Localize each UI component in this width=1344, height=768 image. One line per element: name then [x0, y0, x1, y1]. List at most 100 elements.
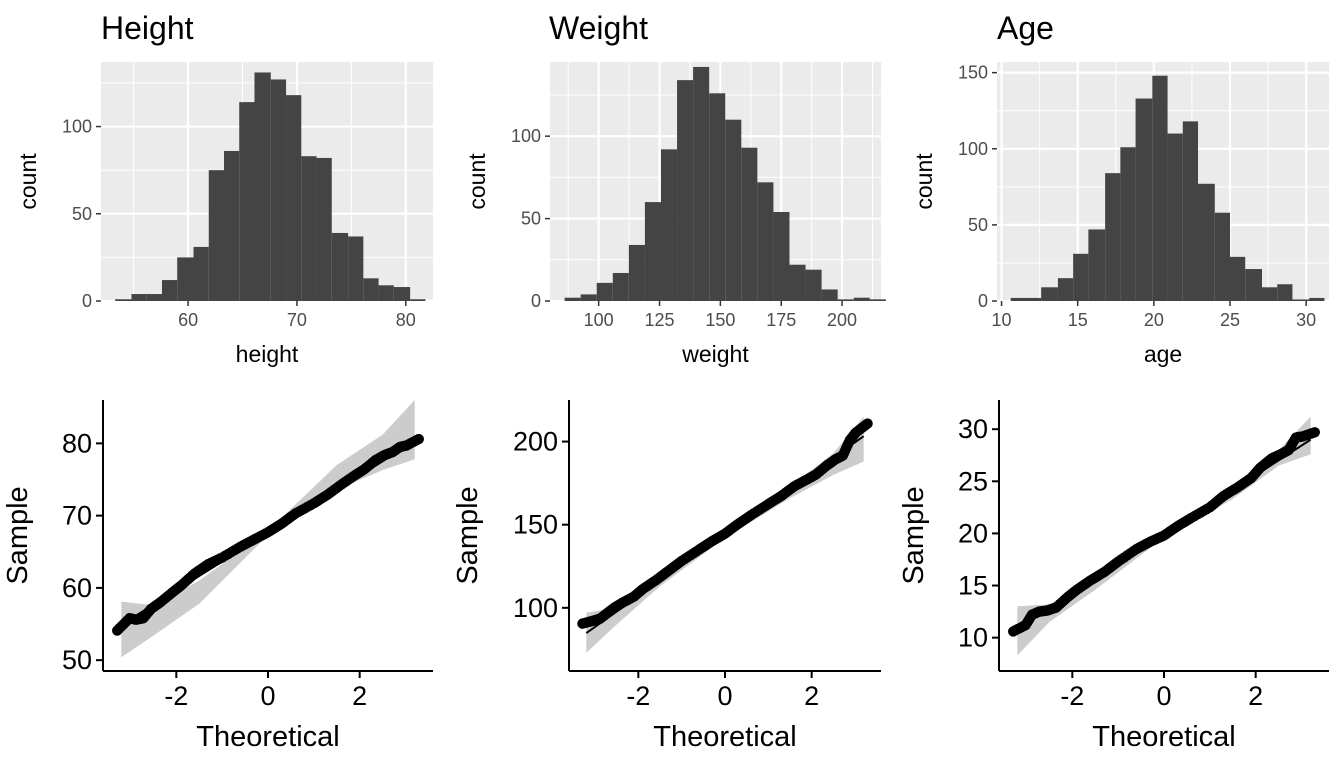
height-histogram-panel: Height 60 70 80 0 50 100 height count — [15, 10, 433, 367]
age-histogram-bar — [1135, 98, 1153, 301]
age-y-tick-label: 100 — [958, 139, 988, 159]
height-histogram-title: Height — [101, 10, 194, 46]
height-qq-y-tick-label: 50 — [62, 645, 92, 675]
weight-histogram-bar — [789, 264, 806, 301]
age-histogram-panel: Age 10 15 20 25 30 0 50 100 150 age count — [911, 10, 1329, 367]
weight-x-tick-label: 175 — [766, 310, 796, 330]
weight-histogram-bar — [677, 80, 694, 301]
height-qq-point — [411, 434, 422, 446]
age-histogram-bar — [1214, 212, 1231, 301]
age-histogram-bar — [1198, 183, 1215, 301]
weight-x-tick-label: 150 — [705, 310, 735, 330]
height-histogram-bar — [378, 285, 394, 301]
weight-histogram-bar — [869, 299, 886, 301]
height-histogram-bar — [393, 287, 411, 301]
age-histogram-title: Age — [997, 10, 1054, 46]
age-y-tick-label: 150 — [958, 63, 988, 83]
height-x-tick-label: 80 — [396, 310, 416, 330]
height-histogram-bar — [131, 294, 147, 301]
age-x-tick-label: 20 — [1144, 310, 1164, 330]
age-histogram-bar — [1167, 133, 1183, 301]
weight-histogram-bar — [773, 211, 790, 301]
weight-x-axis-label: weight — [681, 341, 749, 367]
age-histogram-bar — [1120, 147, 1136, 301]
weight-histogram-bar — [644, 202, 661, 301]
age-histogram-bar — [1230, 256, 1246, 301]
height-qq-x-tick-label: 0 — [260, 681, 275, 711]
height-histogram-bar — [301, 156, 317, 301]
weight-x-tick-label: 200 — [827, 310, 857, 330]
age-histogram-bar — [1025, 297, 1042, 301]
weight-x-tick-label: 125 — [644, 310, 674, 330]
age-qq-x-tick-label: -2 — [1060, 681, 1084, 711]
height-qq-x-tick-label: -2 — [164, 681, 188, 711]
height-histogram-bar — [270, 79, 287, 302]
height-histogram-bar — [286, 95, 302, 301]
weight-histogram-bar — [628, 244, 645, 301]
age-histogram-bar — [1073, 253, 1089, 301]
weight-qq-x-tick-label: 2 — [804, 681, 819, 711]
weight-histogram-bar — [580, 294, 597, 301]
height-y-tick-label: 50 — [72, 204, 92, 224]
weight-qq-x-tick-label: -2 — [626, 681, 650, 711]
height-y-axis-label: count — [15, 153, 41, 210]
weight-qq-panel: -2 0 2 100 150 200 Theoretical Sample — [452, 400, 881, 753]
age-y-tick-label: 50 — [968, 215, 988, 235]
age-x-tick-label: 15 — [1068, 310, 1088, 330]
age-histogram-bar — [1245, 269, 1262, 301]
age-x-tick-label: 25 — [1220, 310, 1240, 330]
age-qq-y-tick-label: 10 — [958, 623, 988, 653]
age-x-axis-label: age — [1144, 341, 1182, 367]
weight-histogram-bar — [564, 297, 581, 301]
weight-y-tick-label: 0 — [531, 291, 541, 311]
height-histogram-bar — [254, 72, 271, 301]
height-histogram-bar — [115, 299, 132, 301]
height-histogram-bar — [239, 102, 255, 301]
age-qq-point — [1307, 427, 1318, 439]
weight-x-tick-label: 100 — [584, 310, 614, 330]
age-qq-y-tick-label: 15 — [958, 571, 988, 601]
weight-qq-x-tick-label: 0 — [717, 681, 732, 711]
weight-histogram-bar — [660, 149, 678, 301]
age-histogram-bar — [1309, 297, 1325, 301]
height-histogram-bar — [410, 299, 426, 301]
age-histogram-bar — [1182, 121, 1199, 302]
weight-histogram-bar — [805, 269, 822, 301]
weight-histogram-bar — [709, 93, 726, 302]
age-histogram-bar — [1088, 229, 1106, 301]
age-histogram-bar — [1041, 287, 1058, 301]
weight-qq-y-axis-label: Sample — [452, 486, 484, 584]
weight-qq-point — [860, 419, 871, 431]
weight-y-tick-label: 100 — [511, 126, 541, 146]
height-qq-x-axis-label: Theoretical — [196, 721, 339, 753]
age-qq-x-tick-label: 2 — [1248, 681, 1263, 711]
height-qq-y-tick-label: 80 — [62, 428, 92, 458]
weight-histogram-bar — [821, 289, 838, 301]
weight-qq-y-tick-label: 200 — [513, 427, 558, 457]
age-qq-y-tick-label: 30 — [958, 414, 988, 444]
height-x-tick-label: 70 — [287, 310, 307, 330]
weight-histogram-bar — [757, 182, 774, 301]
weight-y-tick-label: 50 — [521, 209, 541, 229]
age-qq-x-axis-label: Theoretical — [1092, 721, 1235, 753]
height-qq-y-tick-label: 60 — [62, 573, 92, 603]
height-histogram-bar — [161, 280, 178, 301]
height-histogram-bar — [348, 236, 364, 301]
height-histogram-bar — [208, 170, 225, 301]
height-histogram-bar — [193, 246, 209, 301]
weight-histogram-title: Weight — [549, 10, 648, 46]
weight-qq-y-tick-label: 150 — [513, 510, 558, 540]
weight-histogram-bar — [837, 299, 854, 301]
weight-histogram-bar — [612, 272, 629, 301]
age-y-axis-label: count — [911, 153, 937, 210]
height-x-tick-label: 60 — [178, 310, 198, 330]
height-histogram-bar — [146, 294, 162, 301]
height-qq-y-axis-label: Sample — [2, 486, 34, 584]
height-histogram-bar — [224, 150, 240, 301]
age-histogram-bar — [1010, 297, 1026, 301]
height-qq-y-tick-label: 70 — [62, 501, 92, 531]
weight-histogram-bar — [853, 297, 870, 301]
weight-histogram-bar — [741, 147, 758, 301]
age-qq-y-tick-label: 20 — [958, 518, 988, 548]
